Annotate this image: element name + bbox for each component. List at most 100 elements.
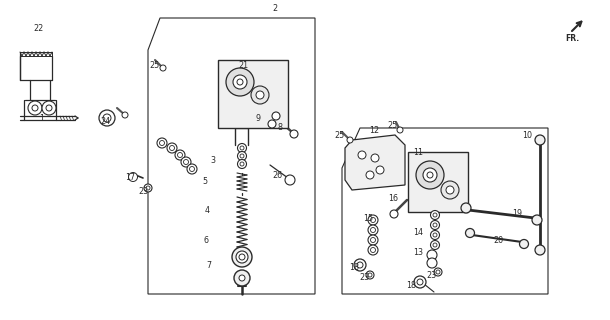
Circle shape [129,172,137,181]
Circle shape [226,68,254,96]
Circle shape [354,259,366,271]
Circle shape [434,268,442,276]
Circle shape [46,105,52,111]
Circle shape [368,225,378,235]
Circle shape [234,270,250,286]
Circle shape [160,65,166,71]
Circle shape [433,233,437,237]
Circle shape [390,210,398,218]
Circle shape [532,215,542,225]
Text: 12: 12 [369,125,379,134]
Circle shape [122,112,128,118]
Circle shape [461,203,471,213]
Circle shape [240,154,244,158]
Circle shape [170,146,174,150]
Circle shape [28,101,42,115]
Text: 21: 21 [238,60,248,69]
Circle shape [239,275,245,281]
Text: 26: 26 [272,171,282,180]
Circle shape [368,235,378,245]
Circle shape [347,137,353,143]
Circle shape [427,250,437,260]
Circle shape [370,237,376,243]
Circle shape [370,218,376,222]
Circle shape [285,175,295,185]
Circle shape [535,135,545,145]
Circle shape [32,105,38,111]
Circle shape [431,211,439,220]
Circle shape [427,258,437,268]
Circle shape [237,151,246,161]
Text: 9: 9 [256,114,260,123]
Text: 3: 3 [210,156,215,164]
Circle shape [237,159,246,169]
Circle shape [465,228,475,237]
Circle shape [535,245,545,255]
Circle shape [184,159,188,164]
Text: 14: 14 [413,228,423,236]
Circle shape [240,162,244,166]
Bar [218,60,288,128]
Circle shape [167,143,177,153]
Text: 5: 5 [203,177,207,186]
Text: 6: 6 [204,236,209,244]
Text: 17: 17 [125,172,135,181]
Circle shape [232,247,252,267]
Text: 25: 25 [150,60,160,69]
Circle shape [357,262,363,268]
Circle shape [239,254,245,260]
Circle shape [397,127,403,133]
Text: 2: 2 [273,4,278,12]
Circle shape [178,153,182,157]
Text: 23: 23 [426,271,436,281]
Text: 1: 1 [40,114,45,123]
Circle shape [358,151,366,159]
Circle shape [144,184,152,192]
Circle shape [290,130,298,138]
Text: 18: 18 [349,263,359,273]
Circle shape [433,223,437,227]
Circle shape [414,276,426,288]
Text: 13: 13 [413,247,423,257]
Text: 16: 16 [388,194,398,203]
Text: 23: 23 [359,274,369,283]
Text: 25: 25 [388,121,398,130]
Circle shape [416,161,444,189]
Circle shape [368,245,378,255]
Text: FR.: FR. [565,34,579,43]
Circle shape [371,154,379,162]
Circle shape [427,172,433,178]
Circle shape [233,75,247,89]
Text: 20: 20 [493,236,503,244]
Circle shape [272,112,280,120]
Circle shape [368,273,372,277]
Circle shape [370,247,376,252]
Text: 8: 8 [278,123,282,132]
Circle shape [520,239,528,249]
Circle shape [175,150,185,160]
Bar [408,152,468,212]
Text: 11: 11 [413,148,423,156]
Circle shape [103,114,111,122]
Text: 7: 7 [206,261,212,270]
Circle shape [431,230,439,239]
Circle shape [433,213,437,217]
Text: 25: 25 [335,131,345,140]
Circle shape [366,271,374,279]
Text: 23: 23 [138,187,148,196]
Circle shape [423,168,437,182]
Circle shape [190,166,195,172]
Text: 19: 19 [512,209,522,218]
Text: 18: 18 [406,282,416,291]
Circle shape [187,164,197,174]
Text: 10: 10 [522,131,532,140]
Circle shape [431,241,439,250]
Circle shape [146,186,150,190]
Polygon shape [345,135,405,190]
Circle shape [256,91,264,99]
Circle shape [368,215,378,225]
Circle shape [99,110,115,126]
Text: 24: 24 [100,116,110,125]
Text: 15: 15 [363,213,373,222]
Circle shape [237,143,246,153]
